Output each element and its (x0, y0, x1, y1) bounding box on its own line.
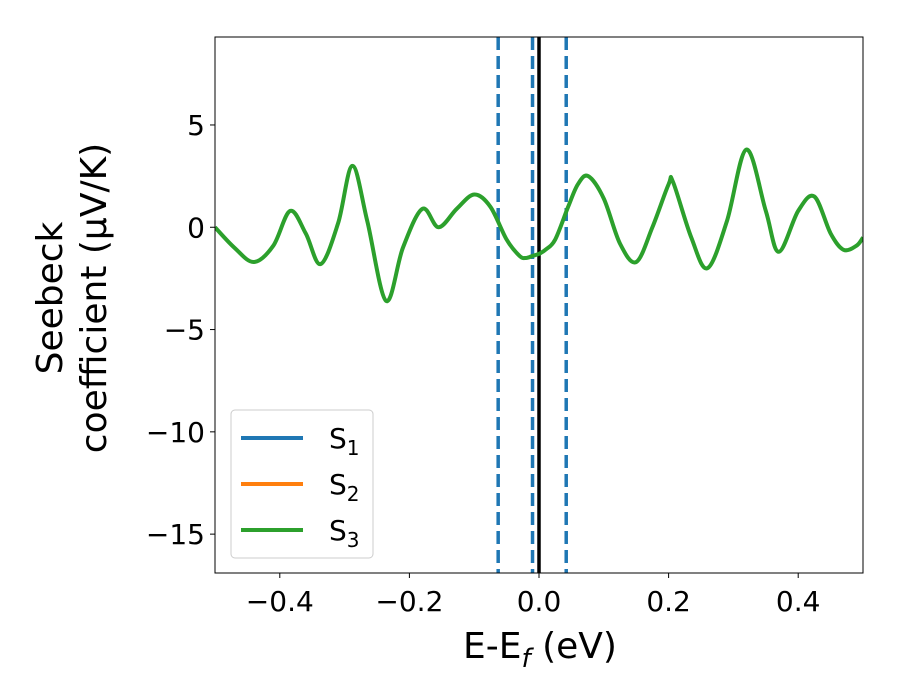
x-axis-ticks: −0.4 −0.2 0.0 0.2 0.4 (246, 573, 821, 618)
x-axis-label: E-Ef (eV) (463, 626, 617, 674)
y-axis-ticks: 5 0 −5 −10 −15 (146, 109, 215, 551)
y-tick-label: −10 (146, 416, 205, 449)
x-axis-label-suffix: (eV) (531, 626, 617, 667)
y-tick-label: 0 (187, 211, 205, 244)
series-line-s3 (215, 147, 863, 303)
y-axis-label-line1: Seebeck (30, 221, 71, 374)
x-tick-label: 0.4 (776, 585, 821, 618)
x-tick-label: −0.4 (246, 585, 314, 618)
x-tick-label: 0.0 (517, 585, 562, 618)
y-axis-label-line2: coefficient (μV/K) (74, 143, 115, 453)
y-axis-label: Seebeck coefficient (μV/K) (30, 143, 115, 453)
y-tick-label: 5 (187, 109, 205, 142)
legend-label-s1: S1 (329, 422, 360, 460)
vertical-reference-lines (496, 37, 568, 573)
legend-label-s2: S2 (329, 468, 360, 506)
x-tick-label: −0.2 (375, 585, 443, 618)
y-tick-label: −15 (146, 518, 205, 551)
x-axis-label-base: E-E (463, 626, 521, 667)
x-tick-label: 0.2 (646, 585, 691, 618)
legend-label-s3: S3 (329, 514, 360, 552)
series-layer (215, 147, 863, 303)
legend: S1 S2 S3 (230, 409, 374, 559)
y-tick-label: −5 (164, 314, 205, 347)
